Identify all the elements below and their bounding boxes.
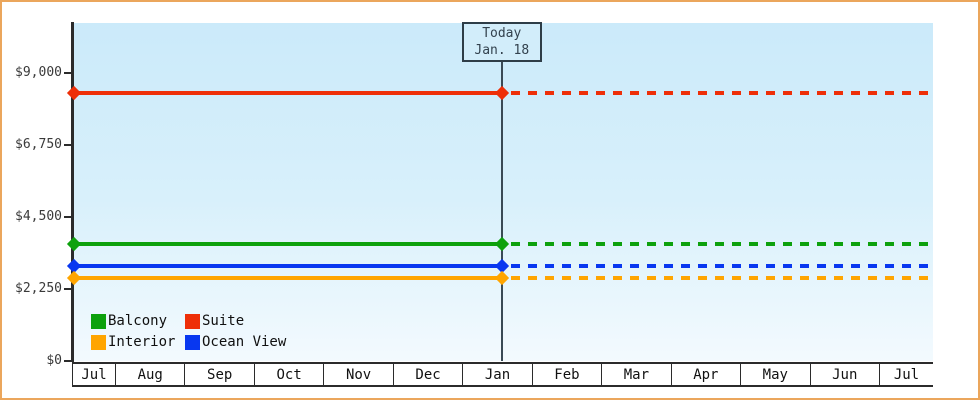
legend-swatch-suite [185,313,200,329]
today-marker-label: Today Jan. 18 [461,22,542,62]
y-axis-label: $9,000 [15,65,62,80]
series-line-suite [74,91,502,95]
x-axis-month-label: Jul [72,364,115,385]
y-axis-tick [64,144,72,146]
legend-label: Balcony [108,313,168,329]
series-projection-suite [510,91,933,95]
series-marker-start-suite [66,85,82,101]
legend-label: Interior [108,334,176,350]
series-projection-interior [510,275,933,280]
x-axis-month-label: Oct [253,364,323,385]
series-line-balcony [74,242,502,247]
series-projection-balcony [510,242,933,247]
y-axis-tick [64,216,72,218]
y-axis-label: $4,500 [15,209,62,224]
x-axis-month-label: Jun [809,364,879,385]
x-axis-month-band: Jul Aug Sep Oct Nov Dec Jan Feb Mar Apr May Jun Jul [72,362,933,387]
y-axis-tick [64,288,72,290]
plot-area: Today Jan. 18 [66,22,933,361]
x-axis-month-label: Feb [531,364,601,385]
series-marker-today-balcony [494,237,509,252]
x-axis-month-label: Dec [392,364,462,385]
y-axis [71,22,74,362]
series-marker-start-balcony [66,237,82,252]
chart-legend: Balcony Suite Interior Ocean View [91,313,286,350]
today-label-line2: Jan. 18 [474,43,530,58]
series-marker-today-suite [494,85,509,101]
x-axis-month-label: Nov [323,364,392,385]
x-axis-month-label: Aug [115,364,184,385]
today-label-line1: Today [482,26,522,41]
y-axis-tick [64,360,72,362]
y-axis-label: $6,750 [15,137,62,152]
series-projection-ocean-view [510,263,933,268]
y-axis-label: $2,250 [15,281,62,296]
today-vertical-line [500,61,503,361]
series-line-ocean-view [74,263,502,268]
x-axis-month-label: Jan [462,364,531,385]
x-axis-month-label: Sep [184,364,253,385]
series-marker-today-interior [494,270,509,285]
y-axis-label: $0 [46,353,62,368]
legend-item-balcony: Balcony [91,313,185,329]
series-line-interior [74,275,502,280]
legend-swatch-balcony [91,313,106,329]
legend-swatch-interior [91,334,106,350]
legend-label: Ocean View [202,334,287,350]
legend-label: Suite [202,313,245,329]
x-axis-month-label: Apr [670,364,740,385]
x-axis-month-label: May [740,364,809,385]
legend-item-interior: Interior [91,334,185,350]
y-axis-tick [64,72,72,74]
legend-item-suite: Suite [185,313,286,329]
legend-item-ocean-view: Ocean View [185,334,286,350]
legend-swatch-ocean-view [185,334,200,350]
x-axis-month-label: Mar [601,364,670,385]
series-marker-start-interior [66,270,82,285]
x-axis-month-label: Jul [878,364,933,385]
